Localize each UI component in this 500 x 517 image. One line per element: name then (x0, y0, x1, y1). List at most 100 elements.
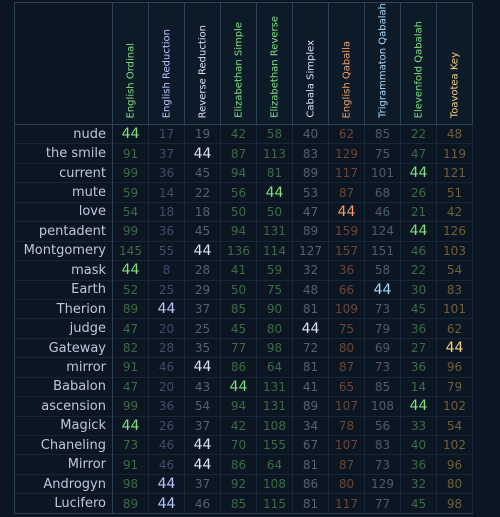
column-header[interactable]: English Qaballa (328, 2, 365, 125)
value-cell: 50 (256, 201, 293, 222)
value-cell: 79 (364, 318, 401, 339)
match-value-cell: 44 (148, 298, 185, 319)
row-label[interactable]: Babalon (14, 376, 113, 397)
row-label[interactable]: mirror (14, 357, 113, 378)
table-row[interactable]: Mirror 91 46 44 86 64 81 87 73 36 96 (14, 454, 473, 475)
value-cell: 40 (292, 123, 329, 144)
table-row[interactable]: mask 44 8 28 41 59 32 36 58 22 54 (14, 260, 473, 280)
row-label[interactable]: Lucifero (14, 493, 113, 514)
row-label[interactable]: mute (14, 182, 113, 203)
value-cell: 80 (436, 473, 473, 494)
table-row[interactable]: Lucifero 89 44 46 85 115 81 117 77 45 98 (14, 493, 473, 514)
value-cell: 68 (364, 182, 401, 203)
value-cell: 115 (256, 493, 293, 514)
value-cell: 20 (148, 318, 185, 339)
value-cell: 78 (328, 415, 365, 436)
table-row[interactable]: mirror 91 46 44 86 64 81 87 73 36 96 (14, 357, 473, 378)
value-cell: 85 (364, 376, 401, 397)
table-row[interactable]: pentadent 99 36 45 94 131 89 159 124 44 126 (14, 221, 473, 242)
value-cell: 86 (292, 473, 329, 494)
row-label[interactable]: Montgomery (14, 240, 113, 261)
row-label[interactable]: the smile (14, 143, 113, 164)
table-row[interactable]: nude 44 17 19 42 58 40 62 85 22 48 (14, 123, 473, 144)
table-row[interactable]: Androgyn 98 44 37 92 108 86 80 129 32 80 (14, 473, 473, 494)
value-cell: 47 (400, 143, 437, 164)
value-cell: 98 (112, 473, 149, 494)
column-header[interactable]: Elevenfold Qabalah (400, 2, 437, 125)
row-label[interactable]: nude (14, 123, 113, 144)
value-cell: 64 (256, 454, 293, 475)
row-label[interactable]: Androgyn (14, 473, 113, 494)
value-cell: 42 (220, 415, 257, 436)
value-cell: 90 (256, 298, 293, 319)
value-cell: 86 (220, 357, 257, 378)
value-cell: 14 (400, 376, 437, 397)
table-row[interactable]: Babalon 47 20 43 44 131 41 65 85 14 79 (14, 376, 473, 397)
value-cell: 28 (148, 337, 185, 358)
value-cell: 79 (436, 376, 473, 397)
row-label[interactable]: judge (14, 318, 113, 339)
column-header[interactable]: Toavotea Key (436, 2, 473, 125)
value-cell: 55 (148, 240, 185, 261)
value-cell: 54 (436, 415, 473, 436)
column-header[interactable]: Elizabethan Reverse (256, 2, 293, 125)
value-cell: 46 (148, 454, 185, 475)
column-header[interactable]: Reverse Reduction (184, 2, 221, 125)
table-row[interactable]: Chaneling 73 46 44 70 155 67 107 83 40 102 (14, 434, 473, 455)
value-cell: 89 (292, 162, 329, 183)
value-cell: 131 (256, 376, 293, 397)
value-cell: 80 (328, 337, 365, 358)
value-cell: 30 (400, 279, 437, 300)
table-row[interactable]: current 99 36 45 94 81 89 117 101 44 121 (14, 162, 473, 183)
value-cell: 127 (292, 240, 329, 261)
table-row[interactable]: love 54 18 18 50 50 47 44 46 21 42 (14, 201, 473, 222)
column-header[interactable]: English Ordinal (112, 2, 149, 125)
row-label[interactable]: love (14, 201, 113, 222)
match-value-cell: 44 (364, 279, 401, 300)
row-label[interactable]: ascension (14, 396, 113, 417)
value-cell: 91 (112, 357, 149, 378)
value-cell: 121 (436, 162, 473, 183)
row-label[interactable]: mask (14, 260, 113, 280)
value-cell: 47 (292, 201, 329, 222)
value-cell: 36 (400, 357, 437, 378)
value-cell: 59 (112, 182, 149, 203)
table-row[interactable]: the smile 91 37 44 87 113 83 129 75 47 119 (14, 143, 473, 164)
value-cell: 46 (400, 240, 437, 261)
column-header[interactable]: English Reduction (148, 2, 185, 125)
column-header[interactable]: Cabala Simplex (292, 2, 329, 125)
row-label[interactable]: Therion (14, 298, 113, 319)
table-row[interactable]: Earth 52 25 29 50 75 48 66 44 30 83 (14, 279, 473, 300)
value-cell: 91 (112, 143, 149, 164)
row-label[interactable]: Magick (14, 415, 113, 436)
value-cell: 56 (220, 182, 257, 203)
value-cell: 151 (364, 240, 401, 261)
row-label[interactable]: Gateway (14, 337, 113, 358)
value-cell: 18 (148, 201, 185, 222)
value-cell: 81 (292, 298, 329, 319)
value-cell: 103 (436, 240, 473, 261)
row-label[interactable]: Earth (14, 279, 113, 300)
table-row[interactable]: Montgomery 145 55 44 136 114 127 157 151 46 103 (14, 240, 473, 261)
row-label[interactable]: pentadent (14, 221, 113, 242)
table-row[interactable]: mute 59 14 22 56 44 53 87 68 26 51 (14, 182, 473, 203)
table-row[interactable]: Therion 89 44 37 85 90 81 109 73 45 101 (14, 298, 473, 319)
table-row[interactable]: judge 47 20 25 45 80 44 75 79 36 62 (14, 318, 473, 339)
column-header-label: English Reduction (161, 28, 172, 118)
row-label[interactable]: Mirror (14, 454, 113, 475)
value-cell: 89 (112, 493, 149, 514)
row-label[interactable]: current (14, 162, 113, 183)
column-header[interactable]: Trigrammaton Qabalah (364, 2, 401, 125)
table-row[interactable]: Gateway 82 28 35 77 98 72 80 69 27 44 (14, 337, 473, 358)
value-cell: 81 (292, 454, 329, 475)
value-cell: 47 (112, 318, 149, 339)
value-cell: 108 (256, 415, 293, 436)
corner-cell (14, 2, 113, 125)
table-row[interactable]: ascension 99 36 54 94 131 89 107 108 44 102 (14, 396, 473, 417)
table-row[interactable]: Magick 44 26 37 42 108 34 78 56 33 54 (14, 415, 473, 436)
value-cell: 36 (148, 396, 185, 417)
value-cell: 42 (436, 201, 473, 222)
value-cell: 62 (328, 123, 365, 144)
column-header[interactable]: Elizabethan Simple (220, 2, 257, 125)
row-label[interactable]: Chaneling (14, 434, 113, 455)
